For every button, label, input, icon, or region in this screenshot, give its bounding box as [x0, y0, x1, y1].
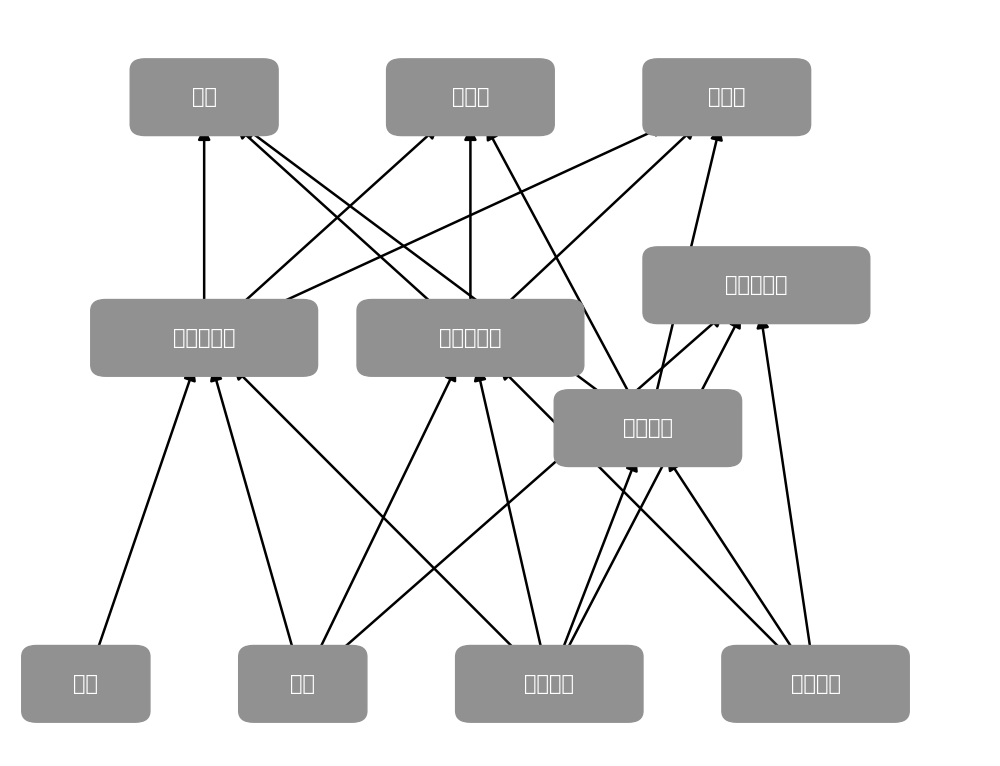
FancyBboxPatch shape — [130, 59, 278, 136]
Text: 红鲌: 红鲌 — [192, 87, 217, 107]
FancyBboxPatch shape — [387, 59, 554, 136]
FancyBboxPatch shape — [722, 646, 909, 722]
FancyBboxPatch shape — [91, 300, 318, 376]
Text: 沉水植物: 沉水植物 — [791, 674, 841, 694]
FancyBboxPatch shape — [643, 59, 811, 136]
Text: 黄沙鳅: 黄沙鳅 — [452, 87, 489, 107]
FancyBboxPatch shape — [643, 247, 870, 323]
FancyBboxPatch shape — [456, 646, 643, 722]
Text: 浮游植物: 浮游植物 — [524, 674, 574, 694]
Text: 梨形环棱螺: 梨形环棱螺 — [439, 328, 502, 348]
FancyBboxPatch shape — [357, 300, 584, 376]
Text: 麦穗鱼: 麦穗鱼 — [708, 87, 746, 107]
Text: 浮游动物: 浮游动物 — [623, 418, 673, 438]
Text: 中华圆田螺: 中华圆田螺 — [725, 275, 788, 295]
FancyBboxPatch shape — [554, 390, 742, 466]
FancyBboxPatch shape — [22, 646, 150, 722]
Text: 芦苇: 芦苇 — [73, 674, 98, 694]
Text: 铜锈环棱螺: 铜锈环棱螺 — [173, 328, 235, 348]
Text: 香蒲: 香蒲 — [290, 674, 315, 694]
FancyBboxPatch shape — [239, 646, 367, 722]
